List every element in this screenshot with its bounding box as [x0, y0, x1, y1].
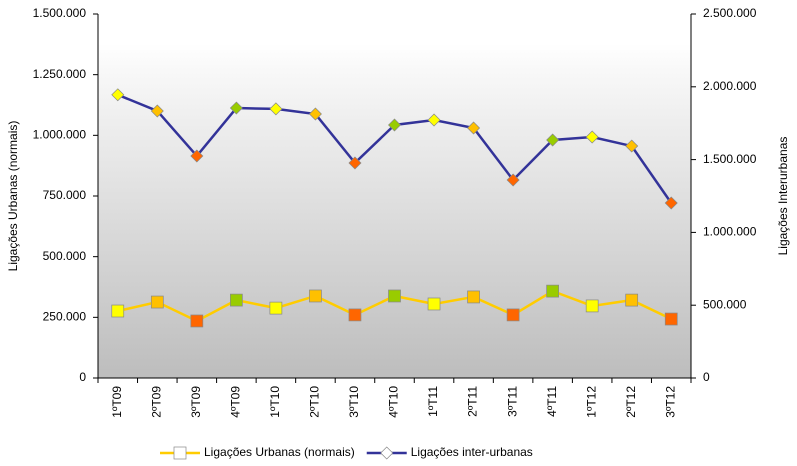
- marker: [467, 121, 481, 135]
- marker: [190, 314, 204, 328]
- x-tick-label: 4ºT10: [387, 386, 401, 418]
- marker: [348, 156, 362, 170]
- x-tick-label: 2ºT09: [149, 386, 163, 418]
- marker: [427, 297, 441, 311]
- marker: [625, 139, 639, 153]
- marker: [229, 101, 243, 115]
- legend-marker: [173, 446, 187, 460]
- marker: [348, 308, 362, 322]
- marker: [585, 299, 599, 313]
- marker: [269, 301, 283, 315]
- x-tick-label: 4ºT11: [545, 386, 559, 417]
- y2-tick-label: 2.500.000: [703, 6, 757, 20]
- marker: [546, 133, 560, 147]
- y2-axis-label: Ligações Interurbanas: [776, 137, 790, 256]
- marker: [664, 196, 678, 210]
- marker: [111, 88, 125, 102]
- y-tick-label: 1.000.000: [33, 128, 87, 142]
- marker: [388, 118, 401, 132]
- y-tick-label: 250.000: [43, 310, 87, 324]
- y-axis-label: Ligações Urbanas (normais): [6, 121, 20, 272]
- x-tick-label: 3ºT11: [505, 386, 519, 417]
- marker: [230, 293, 243, 307]
- x-tick-label: 1ºT10: [268, 386, 282, 418]
- y2-tick-label: 1.500.000: [703, 152, 757, 166]
- y-tick-label: 750.000: [43, 188, 87, 202]
- y2-tick-label: 1.000.000: [703, 225, 757, 239]
- plot-background: [98, 44, 691, 378]
- marker: [427, 113, 441, 127]
- marker: [269, 102, 283, 116]
- marker: [506, 308, 520, 322]
- x-tick-label: 2ºT11: [466, 386, 480, 417]
- marker: [388, 289, 401, 303]
- x-tick-label: 1ºT11: [426, 386, 440, 417]
- x-tick-label: 4ºT09: [229, 386, 243, 418]
- x-tick-label: 1ºT09: [110, 386, 124, 418]
- y2-tick-label: 2.000.000: [703, 79, 757, 93]
- marker: [664, 312, 678, 326]
- x-tick-label: 3ºT10: [347, 386, 361, 418]
- x-tick-label: 1ºT12: [584, 386, 598, 418]
- marker: [309, 289, 322, 303]
- marker: [546, 284, 559, 298]
- y-tick-label: 1.250.000: [33, 67, 87, 81]
- marker: [625, 293, 639, 307]
- y2-tick-label: 0: [703, 370, 710, 384]
- y2-tick-label: 500.000: [703, 297, 747, 311]
- x-tick-label: 2ºT10: [308, 386, 322, 418]
- y-tick-label: 500.000: [43, 249, 87, 263]
- y-tick-label: 0: [79, 370, 86, 384]
- marker: [150, 104, 164, 118]
- legend-label: Ligações inter-urbanas: [411, 445, 533, 459]
- x-tick-label: 3ºT09: [189, 386, 203, 418]
- marker: [308, 107, 322, 121]
- x-tick-label: 3ºT12: [663, 386, 677, 418]
- marker: [111, 304, 125, 318]
- marker: [190, 149, 204, 163]
- x-tick-label: 2ºT12: [624, 386, 638, 418]
- legend-marker: [380, 446, 394, 460]
- marker: [467, 290, 480, 304]
- marker: [506, 173, 520, 187]
- legend-label: Ligações Urbanas (normais): [204, 445, 355, 459]
- marker: [585, 130, 599, 144]
- y-tick-label: 1.500.000: [33, 6, 87, 20]
- marker: [150, 295, 164, 309]
